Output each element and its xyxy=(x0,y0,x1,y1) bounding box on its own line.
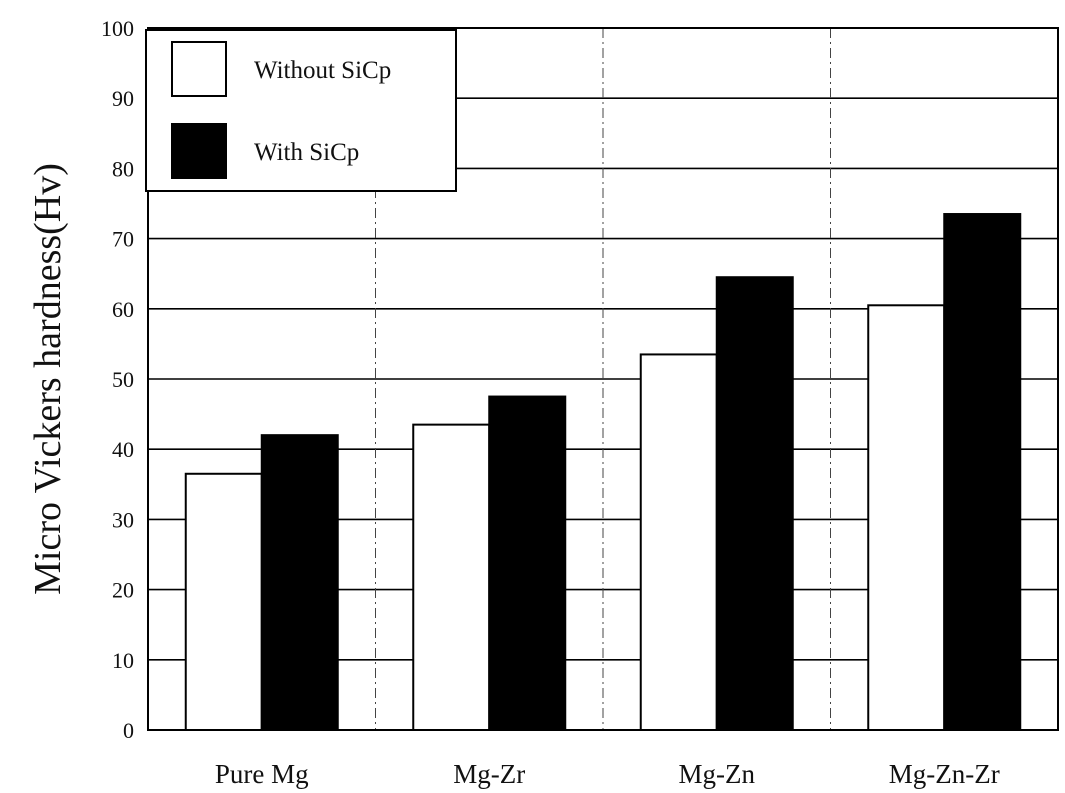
y-tick-label: 60 xyxy=(112,297,134,322)
legend-label: With SiCp xyxy=(254,139,359,166)
y-tick-label: 90 xyxy=(112,86,134,111)
bar-with-sicp xyxy=(715,276,794,731)
legend-swatch xyxy=(171,123,227,179)
y-tick-label: 70 xyxy=(112,227,134,252)
y-tick-label: 10 xyxy=(112,648,134,673)
legend: Without SiCp With SiCp xyxy=(145,29,457,192)
x-category-label: Mg-Zr xyxy=(453,759,525,789)
y-axis-title: Micro Vickers hardness(Hv) xyxy=(27,163,69,595)
y-tick-label: 80 xyxy=(112,156,134,181)
y-tick-label: 40 xyxy=(112,437,134,462)
x-category-labels: Pure Mg Mg-Zr Mg-Zn Mg-Zn-Zr xyxy=(215,759,1000,789)
y-tick-label: 50 xyxy=(112,367,134,392)
x-category-label: Mg-Zn xyxy=(679,759,756,789)
category-separators xyxy=(375,28,831,730)
bar-without-sicp xyxy=(639,353,718,731)
y-tick-label: 30 xyxy=(112,507,134,532)
legend-swatch xyxy=(171,41,227,97)
bar-with-sicp xyxy=(260,434,339,731)
y-tick-label: 20 xyxy=(112,578,134,603)
x-category-label: Mg-Zn-Zr xyxy=(889,759,1000,789)
y-tick-label: 0 xyxy=(123,718,134,743)
bar-with-sicp xyxy=(943,213,1022,731)
bar-without-sicp xyxy=(867,304,946,731)
bar-with-sicp xyxy=(488,395,567,731)
x-category-label: Pure Mg xyxy=(215,759,309,789)
bar-without-sicp xyxy=(184,472,263,731)
y-tick-labels: 0 10 20 30 40 50 60 70 80 90 100 xyxy=(101,16,134,743)
y-tick-label: 100 xyxy=(101,16,134,41)
plot-frame xyxy=(147,27,1059,731)
bar-without-sicp xyxy=(412,423,491,731)
legend-label: Without SiCp xyxy=(254,57,391,84)
axes xyxy=(147,27,1059,731)
